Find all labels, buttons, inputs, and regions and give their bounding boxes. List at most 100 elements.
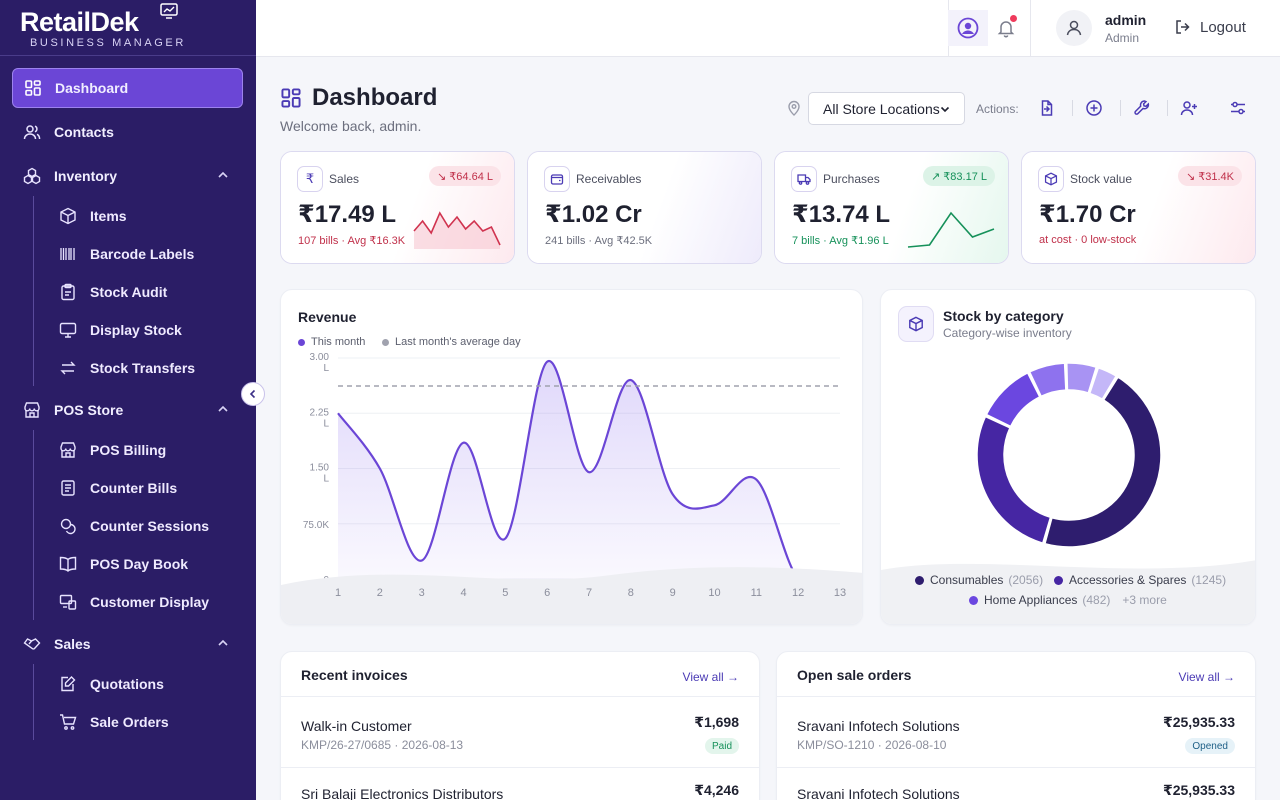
store-location-select[interactable]: All Store Locations [808, 92, 965, 125]
sidebar-item-counter-sessions[interactable]: Counter Sessions [58, 508, 238, 544]
sidebar-item-customer-display[interactable]: Customer Display [58, 584, 238, 620]
submenu-line [33, 664, 34, 740]
sidebar-item-label: Quotations [90, 676, 164, 692]
sidebar-item-sales[interactable]: Sales [12, 624, 243, 664]
chevron-down-icon [940, 106, 950, 112]
open-sale-orders-card: Open sale orders View all → Sravani Info… [776, 651, 1256, 800]
chevron-left-icon [249, 389, 256, 399]
chevron-up-icon [218, 639, 228, 646]
sidebar-item-label: Sale Orders [90, 714, 169, 730]
order-amount: ₹25,935.33 [1162, 782, 1235, 798]
kpi-card-receivables[interactable]: Receivables ₹1.02 Cr 241 bills · Avg ₹42… [527, 151, 762, 264]
donut-slice-6[interactable] [1088, 366, 1118, 401]
profile-switch-button[interactable] [948, 10, 988, 46]
donut-slice-2[interactable] [976, 415, 1052, 545]
notifications-button[interactable] [988, 10, 1024, 46]
sidebar-item-counter-bills[interactable]: Counter Bills [58, 470, 238, 506]
kpi-card-purchases[interactable]: Purchases ↗ ₹83.17 L ₹13.74 L 7 bills · … [774, 151, 1009, 264]
kpi-value: ₹1.70 Cr [1039, 201, 1136, 228]
page-title: Dashboard [280, 84, 437, 112]
invoice-row[interactable]: Walk-in Customer KMP/26-27/0685 · 2026-0… [281, 698, 759, 768]
list-header: Open sale orders View all → [777, 652, 1255, 697]
divider [1167, 100, 1168, 116]
customer-name: Sri Balaji Electronics Distributors [301, 786, 504, 800]
tools-action-button[interactable] [1130, 96, 1154, 120]
users-icon [22, 122, 42, 142]
order-row[interactable]: Sravani Infotech Solutions KMP/SO-1210 ·… [777, 698, 1255, 768]
chevron-up-icon [218, 171, 228, 178]
donut-slice-5[interactable] [1066, 362, 1098, 394]
view-all-orders-link[interactable]: View all → [1178, 670, 1235, 684]
sidebar-item-label: Counter Bills [90, 480, 178, 496]
legend-dot [969, 595, 978, 605]
kpi-change-badge: ↗ ₹83.17 L [923, 166, 995, 186]
kpi-card-stock-value[interactable]: Stock value ↘ ₹31.4K ₹1.70 Cr at cost · … [1021, 151, 1256, 264]
legend-more-link[interactable]: +3 more [1122, 593, 1167, 607]
logout-button[interactable]: Logout [1174, 18, 1246, 36]
actions-label: Actions: [976, 102, 1019, 116]
donut-slice-4[interactable] [1028, 362, 1067, 398]
stock-title: Stock by category [943, 308, 1064, 324]
kpi-card-sales[interactable]: ₹ Sales ↘ ₹64.64 L ₹17.49 L 107 bills · … [280, 151, 515, 264]
user-role: Admin [1105, 31, 1140, 45]
store-icon [22, 400, 42, 420]
donut-slice-3[interactable] [985, 371, 1041, 428]
view-all-invoices-link[interactable]: View all → [682, 670, 739, 684]
sidebar-item-stock-transfers[interactable]: Stock Transfers [58, 350, 238, 386]
sidebar-item-items[interactable]: Items [58, 198, 238, 234]
stock-donut-chart [881, 362, 1255, 624]
brand-name: RetailDek [20, 7, 139, 37]
sidebar-item-sale-orders[interactable]: Sale Orders [58, 704, 238, 740]
sidebar-item-label: Display Stock [90, 322, 182, 338]
sidebar-item-label: Contacts [54, 124, 114, 140]
purchases-sparkline [907, 211, 995, 248]
sidebar-item-pos-day-book[interactable]: POS Day Book [58, 546, 238, 582]
location-pin-icon [788, 100, 800, 116]
user-icon [1066, 20, 1082, 36]
legend-dot [298, 338, 305, 346]
settings-action-button[interactable] [1226, 96, 1250, 120]
x-tick-label: 11 [751, 587, 762, 599]
y-tick-label: 75.0K [303, 520, 329, 531]
display-icon [58, 592, 78, 612]
legend-dot [915, 575, 924, 585]
kpi-label: Receivables [576, 172, 642, 186]
order-row[interactable]: Sravani Infotech Solutions ₹25,935.33 [777, 768, 1255, 800]
legend-label: Last month's average day [395, 336, 521, 348]
sidebar-collapse-button[interactable] [241, 382, 265, 406]
add-action-button[interactable] [1082, 96, 1106, 120]
sidebar-item-contacts[interactable]: Contacts [12, 112, 243, 152]
donut-slice-1[interactable] [1043, 376, 1162, 548]
order-meta: KMP/SO-1210 · 2026-08-10 [797, 738, 947, 752]
legend-count: (482) [1082, 593, 1111, 607]
x-tick-label: 12 [792, 587, 804, 599]
invoice-row[interactable]: Sri Balaji Electronics Distributors ₹4,2… [281, 768, 759, 800]
clipboard-icon [58, 282, 78, 302]
sidebar-item-display-stock[interactable]: Display Stock [58, 312, 238, 348]
chevron-up-icon [218, 405, 228, 412]
sidebar-item-barcode-labels[interactable]: Barcode Labels [58, 236, 238, 272]
x-tick-label: 4 [460, 587, 466, 599]
recent-invoices-card: Recent invoices View all → Walk-in Custo… [280, 651, 760, 800]
sidebar-item-quotations[interactable]: Quotations [58, 666, 238, 702]
kpi-label: Purchases [823, 172, 880, 186]
sidebar-item-pos-billing[interactable]: POS Billing [58, 432, 238, 468]
revenue-card: Revenue This month Last month's average … [280, 289, 863, 625]
sidebar-item-pos-store[interactable]: POS Store [12, 390, 243, 430]
sidebar-item-inventory[interactable]: Inventory [12, 156, 243, 196]
book-icon [58, 554, 78, 574]
revenue-title: Revenue [298, 309, 357, 325]
sidebar-item-label: Sales [54, 636, 91, 652]
sidebar-item-stock-audit[interactable]: Stock Audit [58, 274, 238, 310]
kpi-value: ₹1.02 Cr [545, 201, 642, 228]
sidebar-item-dashboard[interactable]: Dashboard [12, 68, 243, 108]
avatar[interactable] [1056, 10, 1092, 46]
import-action-button[interactable] [1035, 96, 1059, 120]
chart-footer-wave [281, 567, 862, 624]
sidebar-item-label: Inventory [54, 168, 118, 184]
receipt-icon [58, 478, 78, 498]
add-user-action-button[interactable] [1177, 96, 1201, 120]
kpi-value: ₹13.74 L [792, 201, 891, 228]
sidebar-item-label: Dashboard [55, 80, 129, 96]
transfer-icon [58, 358, 78, 378]
